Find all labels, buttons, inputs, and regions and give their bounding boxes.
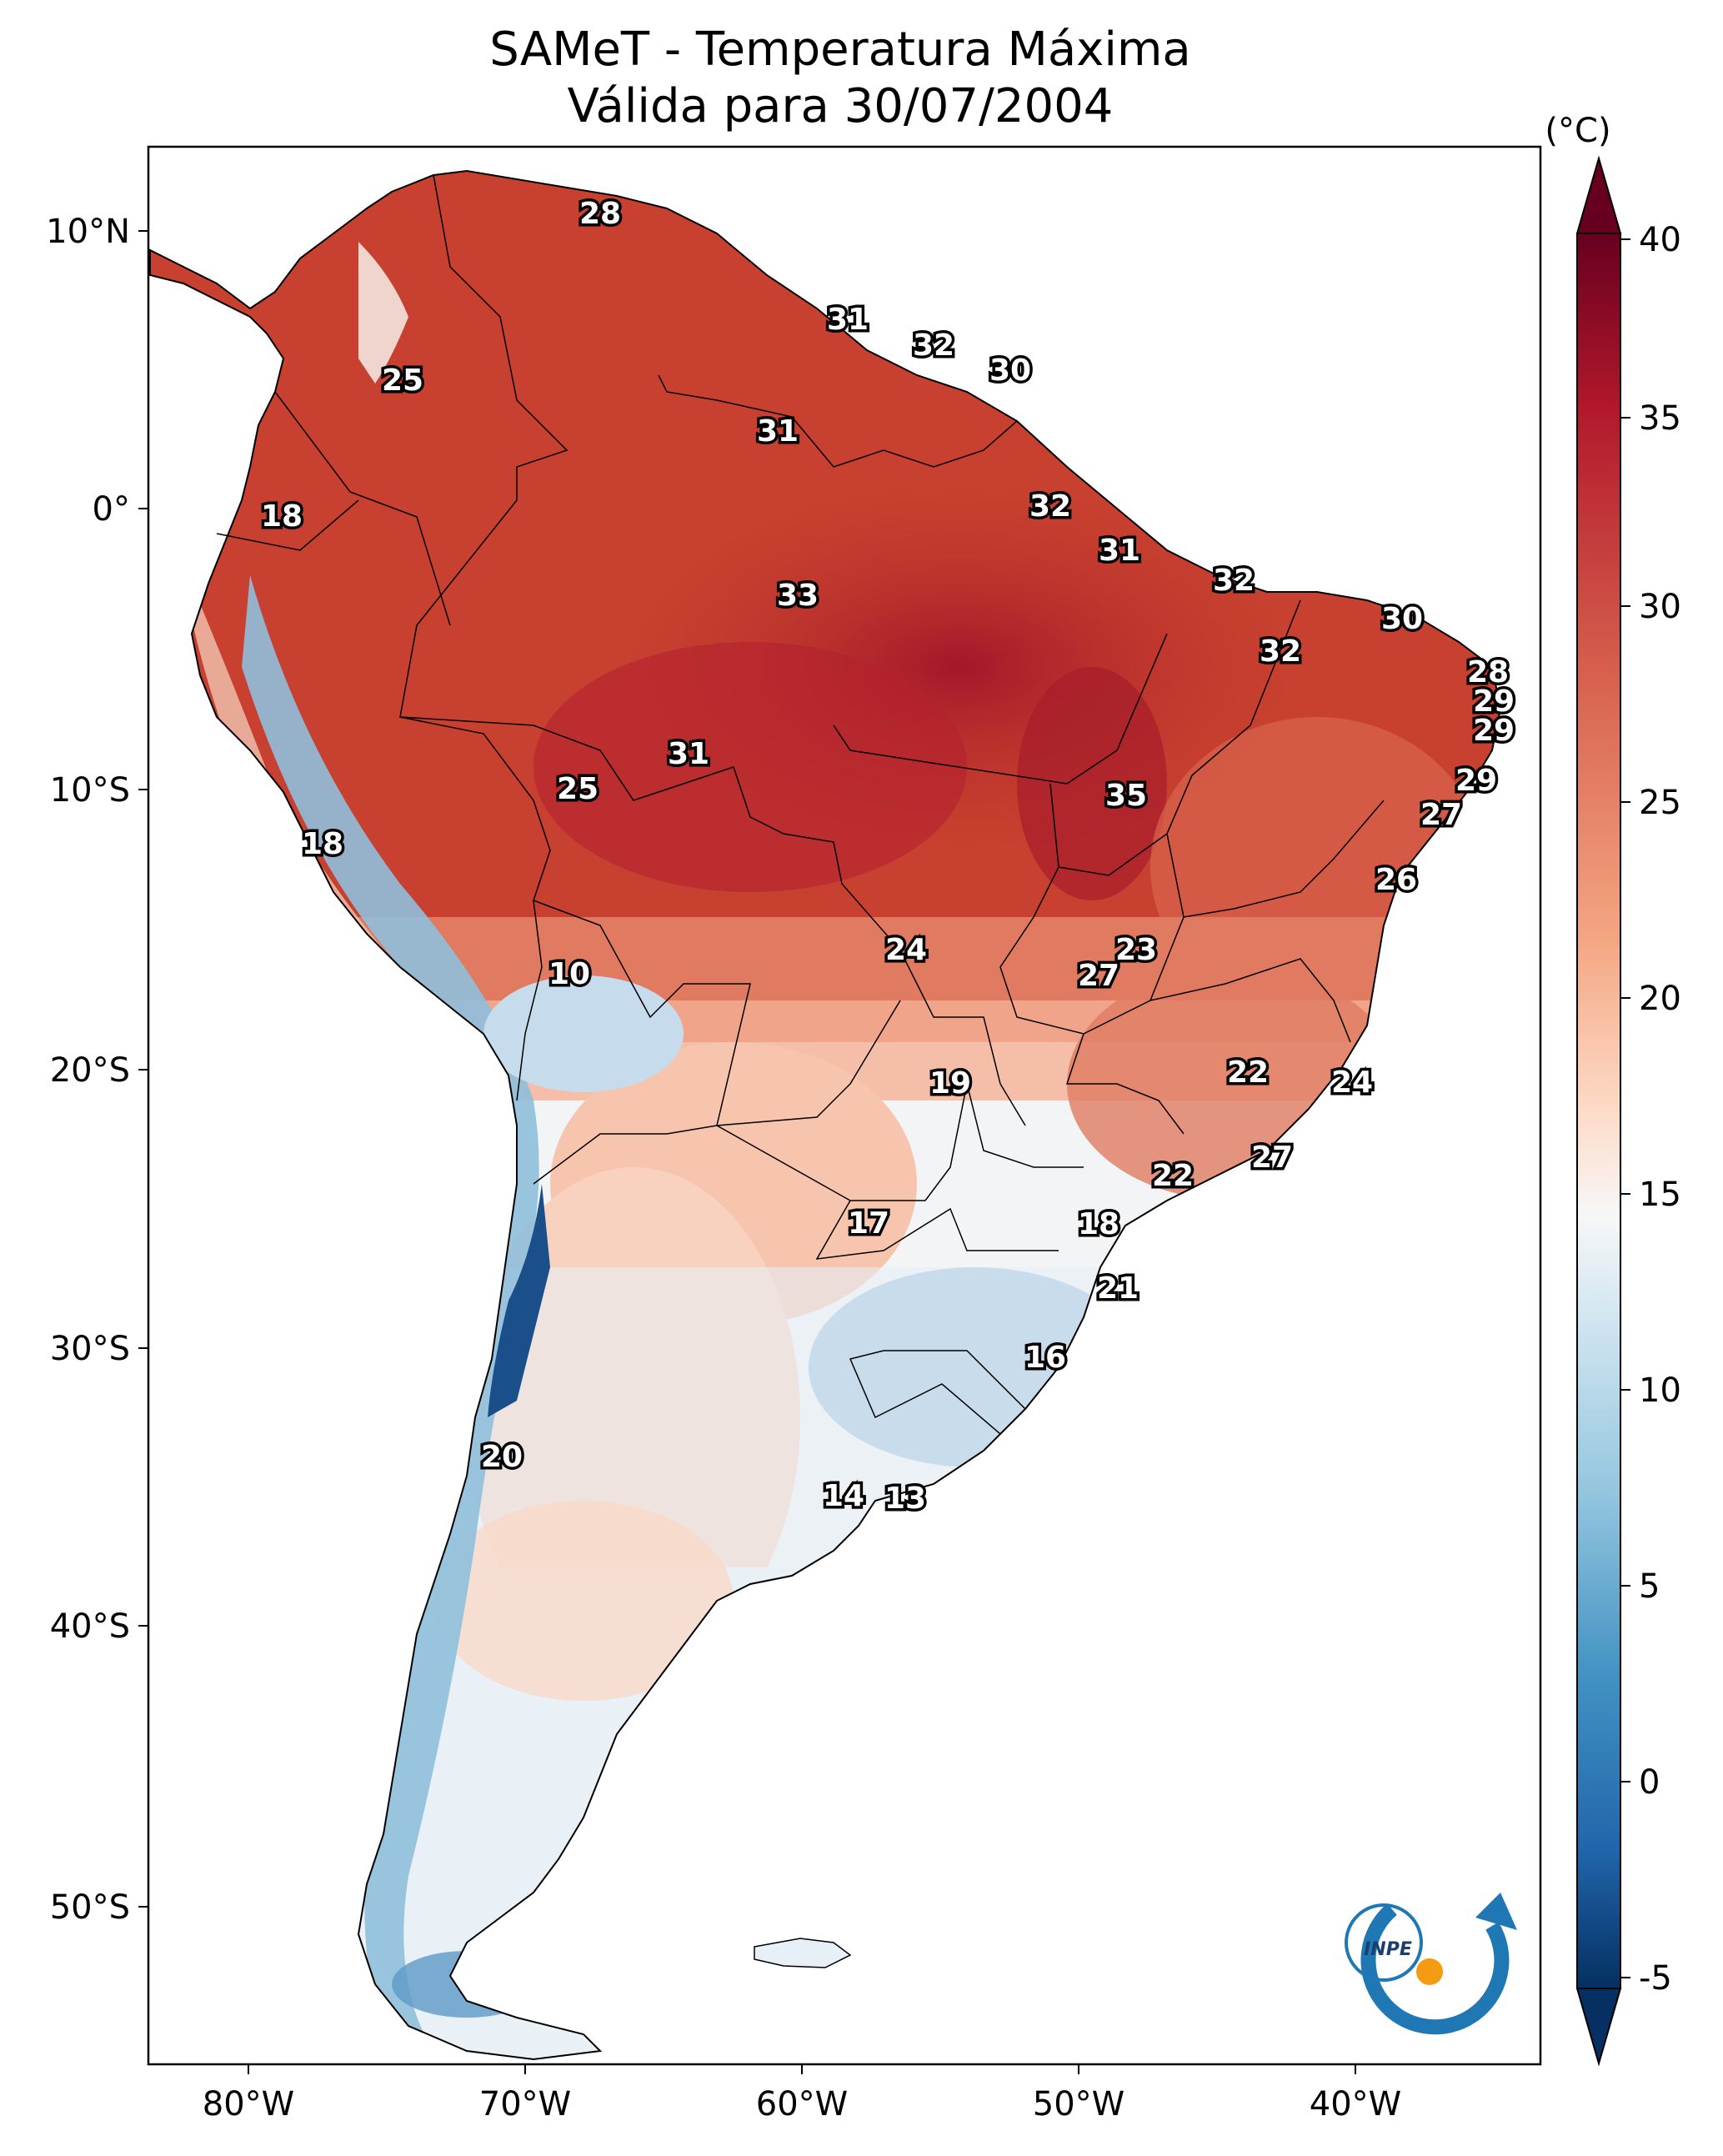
temperature-value-label: 23 [1115, 933, 1157, 967]
map-title-line1: SAMeT - Temperatura Máxima [489, 23, 1191, 77]
temperature-value-label: 25 [382, 364, 423, 398]
temperature-value-label: 10 [548, 957, 590, 991]
temperature-value-label: 30 [1381, 602, 1423, 636]
map-frame [147, 145, 1542, 2066]
temperature-value-label: 35 [1105, 779, 1147, 813]
colorbar-tick-label: 15 [1639, 1176, 1681, 1214]
temperature-value-label: 29 [1473, 714, 1515, 748]
colorbar: (°C) 40 35 30 25 20 15 10 5 0 -5 [1545, 112, 1681, 2067]
lon-tick-label: 60°W [756, 2085, 848, 2123]
temperature-value-label: 18 [1078, 1207, 1119, 1241]
temperature-value-label: 31 [827, 303, 869, 337]
colorbar-tick-label: 25 [1639, 784, 1681, 822]
temperature-value-label: 26 [1375, 863, 1417, 897]
temperature-value-label: 28 [1467, 655, 1509, 689]
colorbar-tick-label: 0 [1639, 1763, 1660, 1802]
colorbar-tick-label: 30 [1639, 588, 1681, 626]
falkland-islands [754, 1938, 852, 1968]
lon-tick-label: 70°W [479, 2085, 571, 2123]
lon-tick-label: 50°W [1033, 2085, 1124, 2123]
temperature-value-label: 27 [1251, 1141, 1293, 1175]
temperature-value-label: 28 [579, 197, 621, 231]
temperature-value-label: 32 [913, 328, 954, 363]
temperature-value-label: 27 [1078, 959, 1119, 993]
country-borders [216, 174, 1385, 1436]
colorbar-tick-label: -5 [1639, 1959, 1672, 1998]
colorbar-bar [1576, 233, 1621, 1989]
lat-tick-label: 20°S [50, 1051, 130, 1090]
lon-tick-label: 80°W [203, 2085, 294, 2123]
lat-tick-label: 0° [93, 490, 130, 529]
temperature-value-label: 32 [1260, 634, 1301, 669]
temperature-value-label: 24 [885, 933, 927, 967]
temperature-value-label: 25 [557, 772, 599, 806]
colorbar-lower-extend [1575, 1988, 1622, 2067]
colorbar-tick-label: 40 [1639, 221, 1681, 259]
temperature-value-label: 18 [261, 499, 303, 534]
lon-tick-label: 40°W [1310, 2085, 1401, 2123]
colorbar-unit: (°C) [1545, 112, 1610, 150]
colorbar-tick-label: 5 [1639, 1567, 1660, 1606]
temperature-value-label: 29 [1455, 764, 1497, 798]
temperature-value-label: 14 [823, 1479, 864, 1513]
colorbar-upper-extend [1575, 155, 1622, 234]
temperature-value-label: 29 [1473, 684, 1515, 719]
lat-ticks: 10°N 0° 10°S 20°S 30°S 40°S 50°S [46, 213, 148, 1927]
lat-tick-label: 10°S [50, 771, 130, 810]
temperature-value-label: 31 [757, 414, 799, 449]
temperature-value-label: 27 [1420, 798, 1462, 832]
temperature-value-label: 18 [302, 827, 343, 861]
colorbar-tick-label: 20 [1639, 980, 1681, 1018]
temperature-value-label: 30 [989, 353, 1031, 388]
temperature-value-label: 24 [1331, 1065, 1373, 1100]
map-title-line2: Válida para 30/07/2004 [568, 79, 1114, 133]
temperature-value-label: 33 [777, 579, 819, 613]
colorbar-tick-label: 10 [1639, 1371, 1681, 1410]
inpe-logo-text: INPE [1364, 1939, 1412, 1960]
lon-ticks: 80°W 70°W 60°W 50°W 40°W [203, 2064, 1401, 2123]
temperature-value-label: 22 [1227, 1055, 1269, 1090]
temperature-value-label: 20 [481, 1440, 523, 1474]
temperature-value-label: 16 [1024, 1341, 1066, 1375]
temperature-value-label: 31 [668, 737, 709, 771]
temperature-value-label: 32 [1029, 489, 1071, 524]
temperature-value-label: 31 [1099, 534, 1140, 568]
temperature-value-label: 22 [1152, 1159, 1194, 1193]
lat-tick-label: 10°N [46, 213, 130, 251]
inpe-logo: INPE [1345, 1893, 1517, 2035]
lat-tick-label: 30°S [50, 1330, 130, 1368]
temperature-value-label: 21 [1097, 1271, 1139, 1306]
temperature-value-label: 17 [848, 1206, 889, 1241]
temperature-value-label: 32 [1213, 564, 1255, 598]
lat-tick-label: 50°S [50, 1888, 130, 1927]
lat-tick-label: 40°S [50, 1607, 130, 1646]
colorbar-tick-label: 35 [1639, 399, 1681, 438]
temperature-value-label: 19 [929, 1066, 971, 1101]
coastline [149, 169, 1502, 2061]
temperature-value-label: 13 [884, 1482, 926, 1516]
